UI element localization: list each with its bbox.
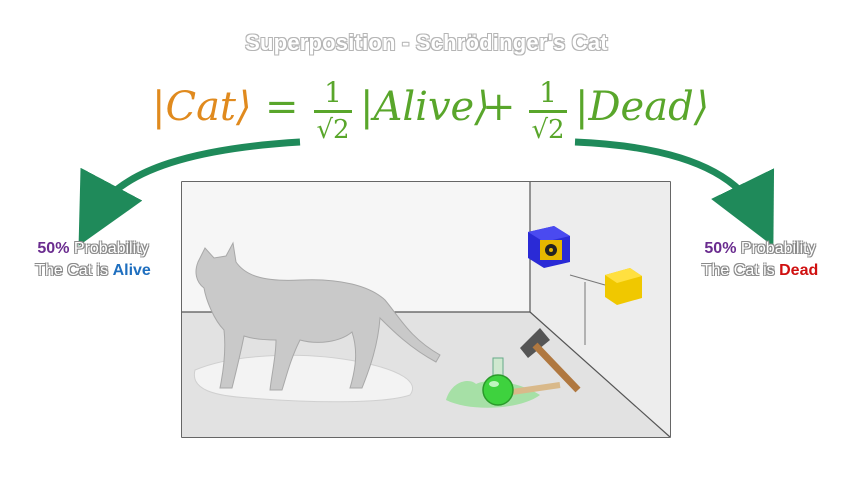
fraction-dead-denominator: √2 [531, 115, 565, 145]
right-probability-word: Probability [740, 240, 816, 257]
geiger-counter [605, 268, 642, 305]
fraction-bar [314, 110, 352, 113]
right-line2: The Cat is [701, 262, 775, 279]
left-probability-word: Probability [73, 240, 149, 257]
cat-silhouette [195, 241, 441, 391]
alive-ket: |Alive⟩ [360, 84, 490, 130]
fraction-alive-numerator: 1 [324, 76, 342, 109]
fraction-alive-denominator: √2 [316, 115, 350, 145]
hammer [520, 328, 581, 393]
fraction-alive: 1 √2 [310, 78, 356, 145]
right-arrow [574, 138, 775, 247]
alive-state: Alive [112, 262, 151, 279]
page-title: Superposition - Schrödinger's Cat [245, 30, 608, 55]
fraction-dead: 1 √2 [525, 78, 571, 145]
dead-state: Dead [779, 262, 819, 279]
right-percent: 50% [704, 240, 737, 257]
poison-flask [446, 357, 561, 408]
left-percent: 50% [37, 240, 70, 257]
dead-ket: |Dead⟩ [575, 84, 710, 130]
fraction-dead-numerator: 1 [539, 76, 557, 109]
radioactive-source-cube [528, 226, 570, 268]
equals-sign: = [265, 84, 299, 130]
left-probability-label: 50% Probability The Cat is Alive [18, 238, 168, 282]
cat-ket: |Cat⟩ [152, 84, 252, 130]
right-probability-label: 50% Probability The Cat is Dead [685, 238, 835, 282]
left-line2: The Cat is [35, 262, 109, 279]
left-arrow [78, 138, 301, 246]
plus-sign: + [482, 84, 516, 130]
fraction-bar [529, 110, 567, 113]
